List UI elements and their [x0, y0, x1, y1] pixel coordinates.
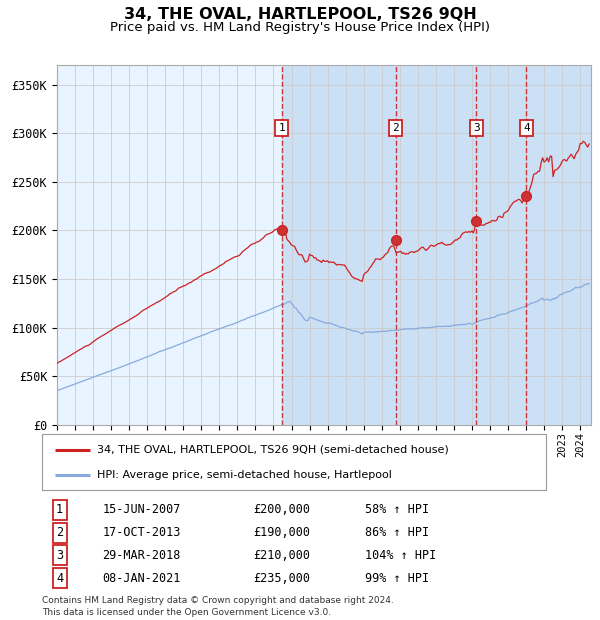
Text: 34, THE OVAL, HARTLEPOOL, TS26 9QH (semi-detached house): 34, THE OVAL, HARTLEPOOL, TS26 9QH (semi…	[97, 445, 449, 454]
Text: 4: 4	[523, 123, 530, 133]
Text: £210,000: £210,000	[254, 549, 311, 562]
Text: 58% ↑ HPI: 58% ↑ HPI	[365, 503, 428, 516]
Text: Price paid vs. HM Land Registry's House Price Index (HPI): Price paid vs. HM Land Registry's House …	[110, 21, 490, 34]
Text: 15-JUN-2007: 15-JUN-2007	[103, 503, 181, 516]
Text: 104% ↑ HPI: 104% ↑ HPI	[365, 549, 436, 562]
Bar	[281, 65, 600, 425]
Text: 99% ↑ HPI: 99% ↑ HPI	[365, 572, 428, 585]
Text: 1: 1	[278, 123, 285, 133]
Text: 08-JAN-2021: 08-JAN-2021	[103, 572, 181, 585]
Text: HPI: Average price, semi-detached house, Hartlepool: HPI: Average price, semi-detached house,…	[97, 471, 392, 480]
Text: £200,000: £200,000	[254, 503, 311, 516]
Text: 86% ↑ HPI: 86% ↑ HPI	[365, 526, 428, 539]
Text: £190,000: £190,000	[254, 526, 311, 539]
Text: £235,000: £235,000	[254, 572, 311, 585]
Text: 4: 4	[56, 572, 63, 585]
Text: 2: 2	[392, 123, 400, 133]
Text: 17-OCT-2013: 17-OCT-2013	[103, 526, 181, 539]
Text: 29-MAR-2018: 29-MAR-2018	[103, 549, 181, 562]
Text: 2: 2	[56, 526, 63, 539]
Text: 34, THE OVAL, HARTLEPOOL, TS26 9QH: 34, THE OVAL, HARTLEPOOL, TS26 9QH	[124, 7, 476, 22]
Text: 3: 3	[473, 123, 479, 133]
Text: 3: 3	[56, 549, 63, 562]
FancyBboxPatch shape	[42, 434, 546, 490]
Text: Contains HM Land Registry data © Crown copyright and database right 2024.: Contains HM Land Registry data © Crown c…	[42, 596, 394, 606]
Text: 1: 1	[56, 503, 63, 516]
Text: This data is licensed under the Open Government Licence v3.0.: This data is licensed under the Open Gov…	[42, 608, 331, 617]
